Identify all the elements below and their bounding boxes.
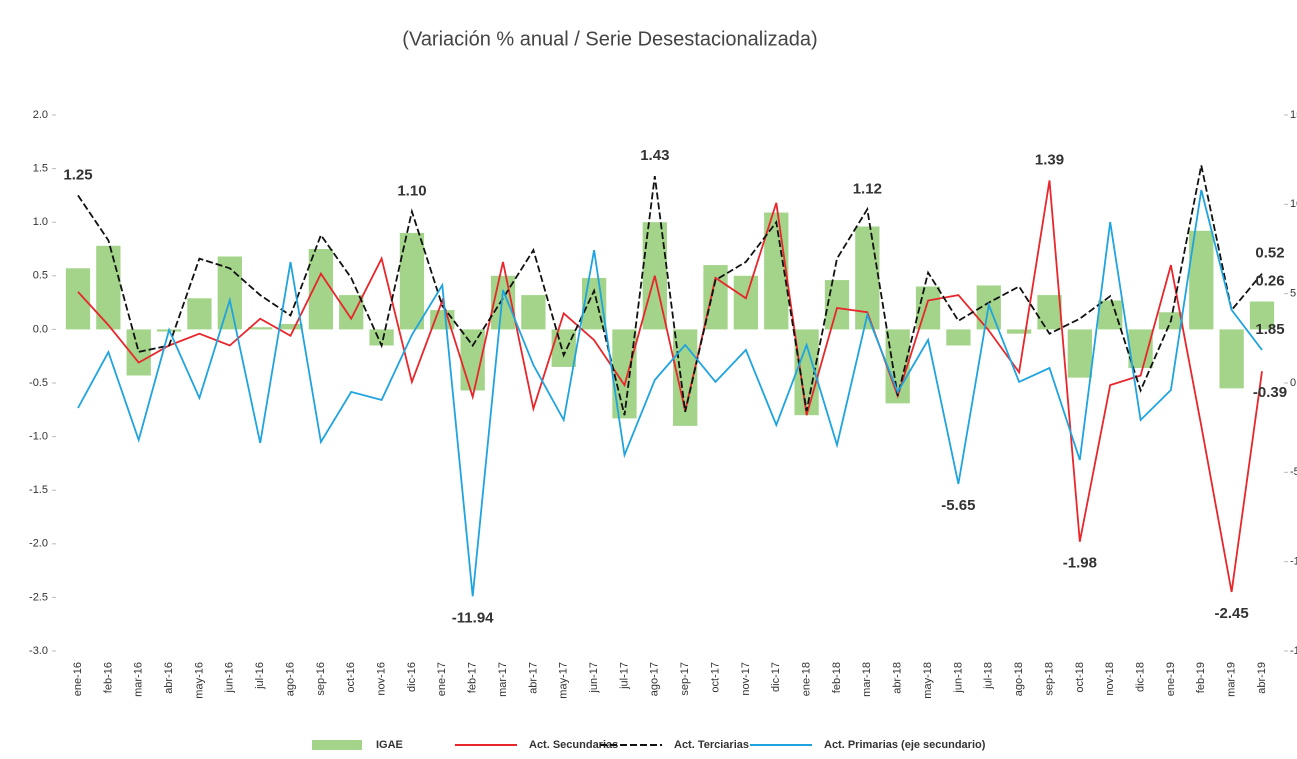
x-tick-label: sep-17: [679, 662, 691, 696]
x-tick-label: sep-18: [1043, 662, 1055, 696]
legend-label: Act. Terciarias: [674, 739, 749, 751]
x-tick-label: oct-18: [1074, 662, 1086, 693]
series-line: [77, 180, 1263, 593]
bar: [1006, 329, 1032, 334]
x-tick-label: may-16: [193, 662, 205, 699]
bar: [65, 268, 91, 330]
y-tick-label: 1.0: [33, 216, 48, 228]
y-tick-label: 1.5: [33, 163, 48, 175]
x-tick-label: mar-18: [861, 662, 873, 697]
data-label: 0.52: [1255, 245, 1284, 262]
x-tick-label: feb-16: [102, 662, 114, 693]
y-tick-label: -0.5: [29, 377, 48, 389]
bar: [1067, 329, 1092, 378]
x-tick-label: dic-16: [406, 662, 418, 692]
y2-tick-label: 5: [1290, 288, 1296, 300]
y-tick-label: -1.0: [29, 431, 48, 443]
data-label: -0.39: [1253, 384, 1287, 401]
bar: [187, 298, 212, 330]
x-tick-label: feb-19: [1195, 662, 1207, 693]
chart-title: (Variación % anual / Serie Desestacional…: [402, 28, 817, 50]
data-label: -1.98: [1063, 555, 1097, 572]
series-line: [77, 165, 1263, 416]
x-tick-label: may-17: [558, 662, 570, 699]
bar: [1098, 300, 1123, 330]
y-tick-label: -3.0: [29, 645, 48, 657]
data-label: 1.12: [853, 180, 882, 197]
x-tick-label: abr-17: [527, 662, 539, 694]
x-tick-label: nov-16: [375, 662, 387, 696]
x-tick-label: sep-16: [315, 662, 327, 696]
x-tick-label: oct-16: [345, 662, 357, 693]
x-tick-label: abr-19: [1256, 662, 1268, 694]
x-tick-label: abr-18: [892, 662, 904, 694]
y-tick-label: 0.5: [33, 270, 48, 282]
x-tick-label: mar-19: [1226, 662, 1238, 697]
x-tick-label: ago-16: [284, 662, 296, 696]
legend-label: IGAE: [376, 739, 403, 751]
bar: [733, 275, 759, 330]
data-label: -2.45: [1215, 605, 1249, 622]
data-label: 1.85: [1255, 321, 1284, 338]
data-label: 1.10: [397, 182, 426, 199]
x-tick-label: nov-18: [1104, 662, 1116, 696]
y2-tick-label: 15: [1290, 109, 1297, 121]
y2-tick-label: -5: [1290, 466, 1297, 478]
legend-label: Act. Primarias (eje secundario): [824, 739, 986, 751]
data-label: 0.26: [1255, 272, 1284, 289]
data-label: -5.65: [941, 497, 975, 514]
x-tick-label: may-18: [922, 662, 934, 699]
x-tick-label: ene-19: [1165, 662, 1177, 696]
x-tick-label: jun-17: [588, 662, 600, 694]
y2-tick-label: 10: [1290, 198, 1297, 210]
x-tick-label: jul-18: [983, 662, 995, 690]
x-tick-label: jun-16: [224, 662, 236, 694]
x-tick-label: jun-18: [952, 662, 964, 694]
bar: [278, 324, 303, 330]
x-tick-label: nov-17: [740, 662, 752, 696]
y-tick-label: 2.0: [33, 109, 48, 121]
x-tick-label: abr-16: [163, 662, 175, 694]
y2-tick-label: -10: [1290, 556, 1297, 568]
x-tick-label: dic-17: [770, 662, 782, 692]
legend-swatch: [312, 740, 362, 750]
x-tick-label: jul-16: [254, 662, 266, 690]
bar: [946, 329, 971, 346]
data-label: 1.39: [1035, 151, 1064, 168]
x-tick-label: ene-18: [801, 662, 813, 696]
bar: [1037, 295, 1062, 330]
y2-tick-label: -15: [1290, 645, 1297, 657]
bar: [551, 329, 576, 367]
y-tick-label: -2.0: [29, 538, 48, 550]
data-label: -11.94: [452, 609, 494, 626]
bar: [248, 327, 273, 330]
x-tick-label: ene-16: [72, 662, 84, 696]
x-tick-label: oct-17: [709, 662, 721, 693]
data-label: 1.25: [63, 166, 92, 183]
bar: [1219, 329, 1244, 389]
x-tick-label: feb-18: [831, 662, 843, 693]
y-tick-label: -2.5: [29, 591, 48, 603]
x-tick-label: ago-18: [1013, 662, 1025, 696]
bar: [521, 295, 546, 330]
bar: [824, 280, 850, 330]
x-tick-label: ago-17: [649, 662, 661, 696]
series-line: [77, 189, 1263, 597]
legend-label: Act. Secundarias: [529, 739, 618, 751]
bar: [1249, 301, 1275, 330]
data-label: 1.43: [640, 147, 669, 164]
y-tick-label: 0.0: [33, 323, 48, 335]
x-tick-label: dic-18: [1134, 662, 1146, 692]
x-tick-label: mar-16: [133, 662, 145, 697]
y-tick-label: -1.5: [29, 484, 48, 496]
x-tick-label: ene-17: [436, 662, 448, 696]
x-tick-label: feb-17: [467, 662, 479, 693]
x-tick-label: jul-17: [618, 662, 630, 690]
y2-tick-label: 0: [1290, 377, 1296, 389]
x-tick-label: mar-17: [497, 662, 509, 697]
